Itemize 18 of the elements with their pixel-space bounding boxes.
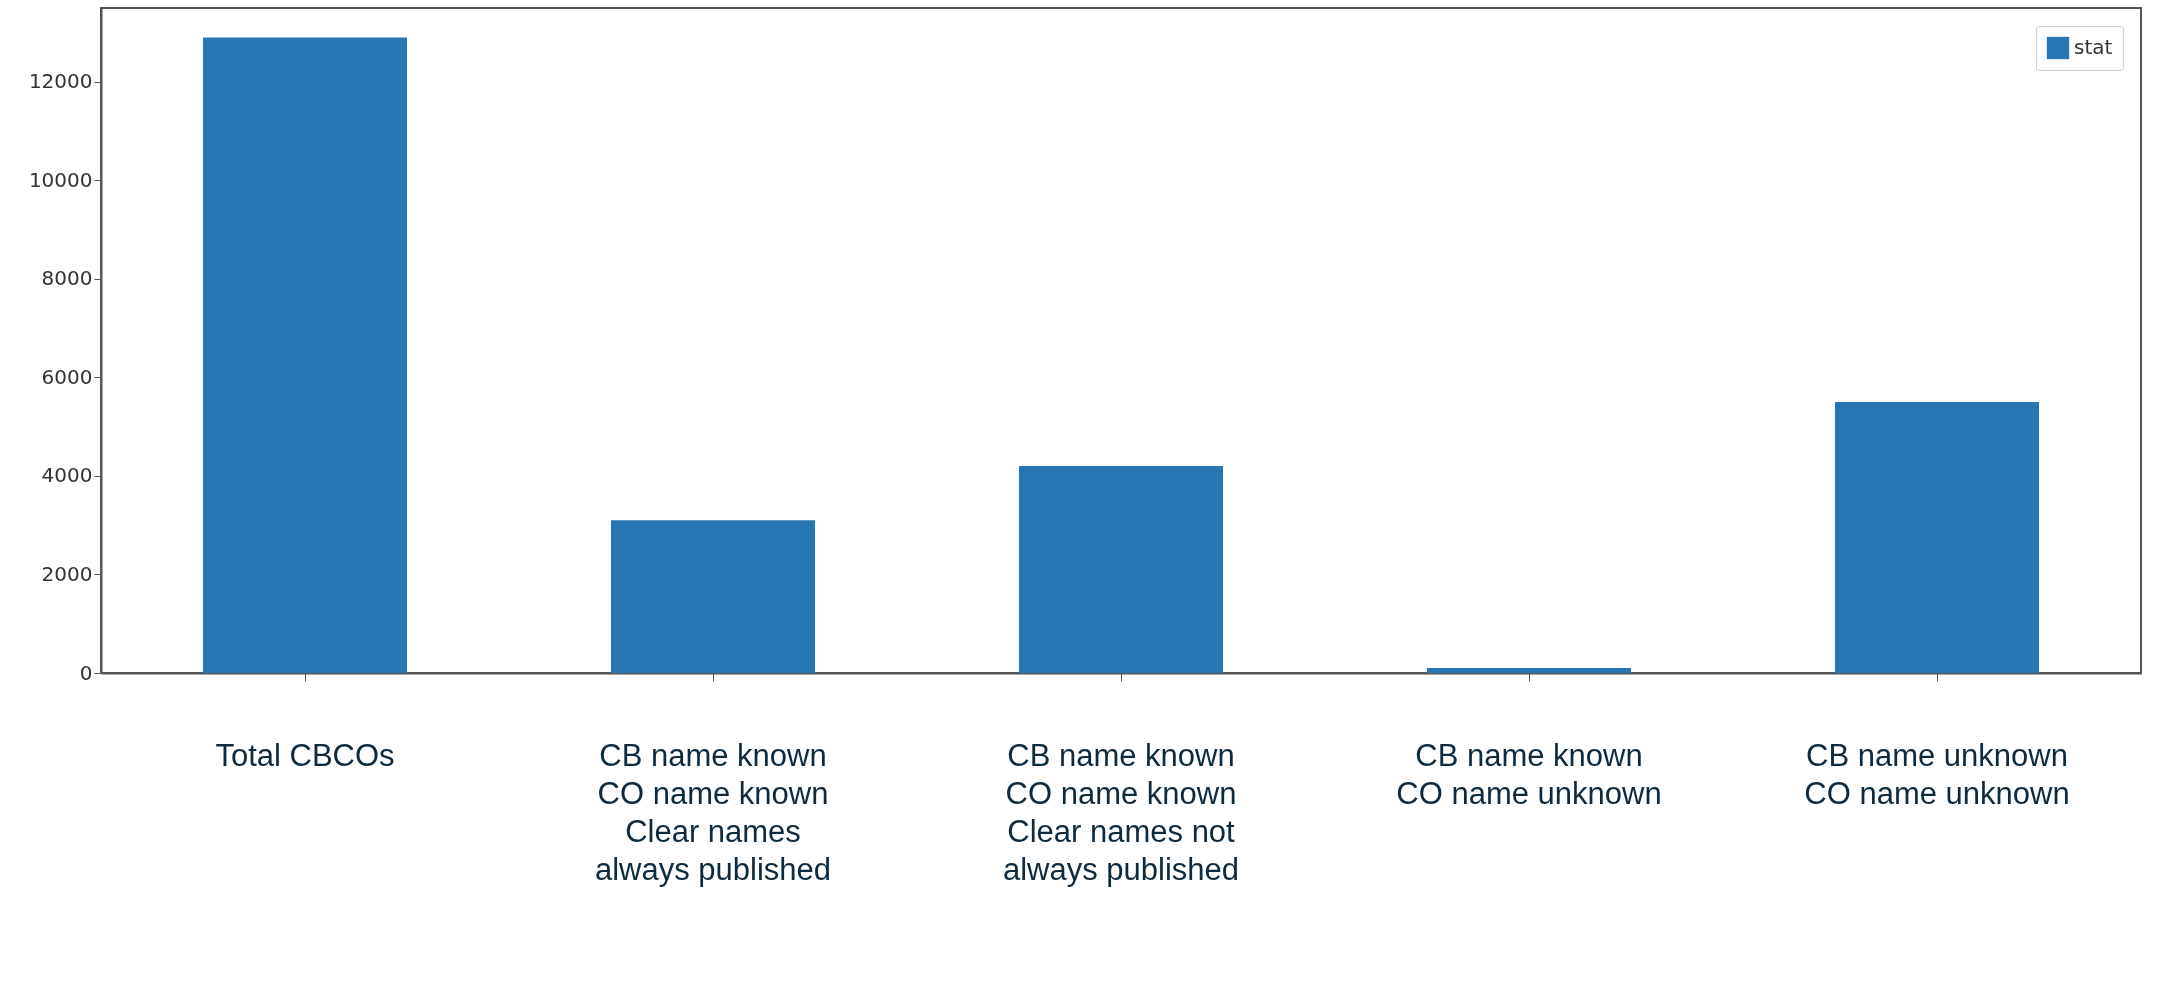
bar	[1427, 668, 1631, 673]
y-tick-label: 12000	[28, 69, 93, 94]
y-tick-label: 0	[79, 660, 93, 685]
y-tick-label: 2000	[41, 561, 93, 586]
x-tick-label: CB name unknown CO name unknown	[1804, 737, 2070, 811]
y-tick-label: 4000	[41, 463, 93, 488]
x-tick-label: CB name known CO name known Clear names not always published	[1002, 737, 1240, 887]
x-tick-label: CB name known CO name unknown	[1396, 737, 1662, 811]
bar	[1835, 402, 2039, 673]
x-tick-label: CB name known CO name known Clear names always published	[594, 737, 832, 887]
y-tick-label: 10000	[28, 167, 93, 192]
bar	[203, 37, 407, 673]
y-tick-label: 8000	[41, 266, 93, 291]
legend-label: stat	[2074, 35, 2113, 59]
bar	[611, 520, 815, 673]
x-tick-label: Total CBCOs	[215, 737, 395, 773]
y-tick-label: 6000	[41, 364, 93, 389]
bar	[1019, 466, 1223, 673]
